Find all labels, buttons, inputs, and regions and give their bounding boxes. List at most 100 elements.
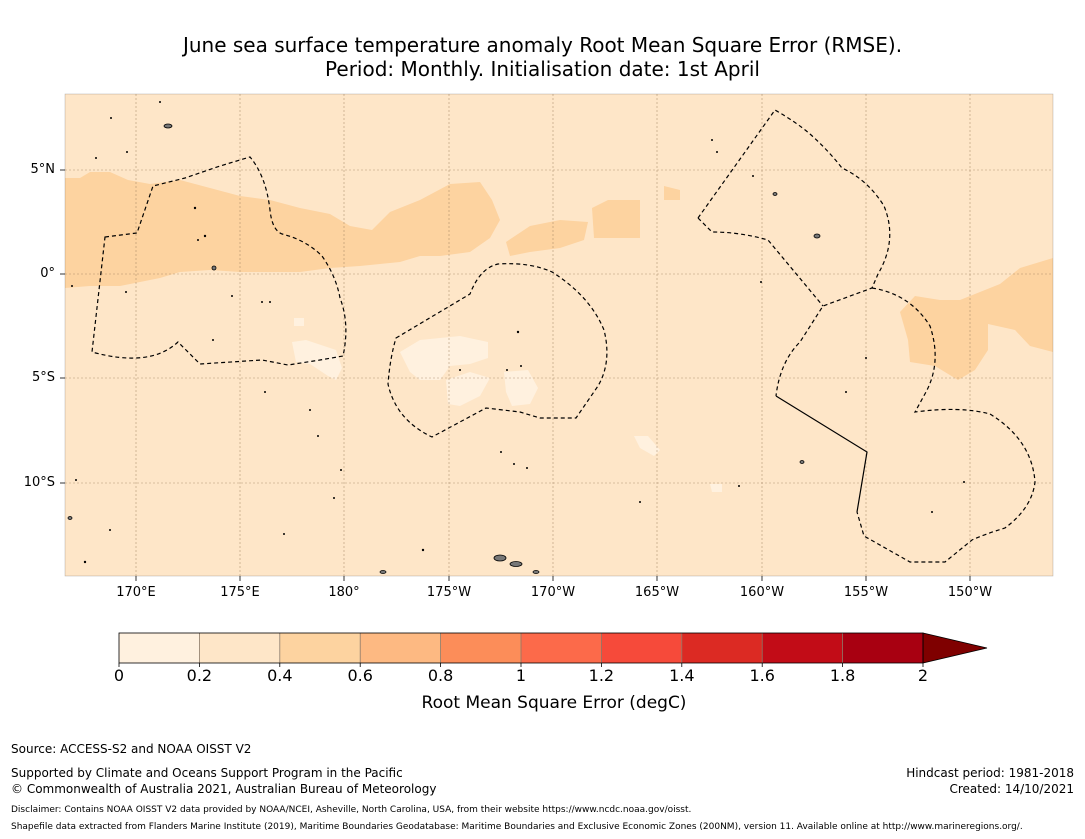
colorbar-segment	[842, 633, 924, 663]
islet-6	[197, 239, 199, 241]
islet-7	[231, 295, 233, 297]
eez-boundaries	[91, 109, 1036, 563]
islet-1	[95, 157, 97, 159]
light-patch-5	[634, 436, 660, 456]
support-text: Supported by Climate and Oceans Support …	[11, 766, 403, 780]
lon-label-170e: 170°E	[116, 585, 156, 600]
light-patch-7	[294, 318, 304, 326]
colorbar-segment	[360, 633, 442, 663]
colorbar-tick-label: 1.8	[829, 666, 856, 685]
map-gridlines	[65, 94, 1053, 576]
colorbar-tick-label: 1.6	[749, 666, 775, 685]
light-patch-6	[710, 484, 722, 492]
islet-27	[340, 469, 342, 471]
islet-24	[500, 451, 502, 453]
colorbar	[118, 632, 988, 667]
islet-22	[738, 485, 740, 487]
islet-34	[75, 479, 77, 481]
colorbar-segment	[440, 633, 522, 663]
colorbar-segment	[279, 633, 361, 663]
island-5	[799, 460, 805, 464]
island-10	[532, 570, 540, 574]
colorbar-segment	[199, 633, 281, 663]
islet-35	[71, 285, 73, 287]
light-patch-3	[504, 370, 538, 406]
map-frame	[64, 93, 1054, 577]
light-patch-2	[446, 372, 490, 406]
source-text: Source: ACCESS-S2 and NOAA OISST V2	[11, 742, 252, 756]
islet-12	[520, 365, 522, 367]
lon-label-150w: 150°W	[947, 585, 993, 600]
islet-23	[639, 501, 641, 503]
islet-32	[83, 560, 87, 564]
islet-31	[421, 548, 425, 552]
colorbar-tick-label: 0.2	[186, 666, 213, 685]
colorbar-tick-label: 1.2	[588, 666, 615, 685]
lon-label-165w: 165°W	[634, 585, 680, 600]
islet-15	[711, 139, 713, 141]
colorbar-label: Root Mean Square Error (degC)	[421, 693, 687, 713]
islet-25	[513, 463, 515, 465]
copyright-text: © Commonwealth of Australia 2021, Austra…	[11, 782, 437, 796]
colorbar-tick-label: 0.6	[347, 666, 373, 685]
light-patch-1	[400, 336, 488, 380]
island-2	[509, 561, 523, 567]
colorbar-segment	[762, 633, 844, 663]
eez-boundary-solid-segment	[775, 395, 868, 513]
lat-label-5s: 5°S	[31, 370, 55, 385]
islet-4	[193, 206, 197, 210]
islet-11	[516, 330, 520, 334]
islet-38	[333, 497, 335, 499]
lat-label-5n: 5°N	[30, 162, 56, 177]
island-4	[772, 192, 778, 196]
islets	[71, 101, 965, 564]
islet-8	[261, 301, 263, 303]
islands	[67, 123, 821, 574]
colorbar-tick-label: 2	[917, 666, 929, 685]
chart-title-line2: Period: Monthly. Initialisation date: 1s…	[325, 57, 760, 81]
eez-boundary-central	[387, 263, 608, 438]
central-patch-2	[592, 200, 640, 238]
islet-14	[459, 369, 461, 371]
island-7	[211, 265, 217, 271]
islet-13	[506, 369, 508, 371]
created-date-text: Created: 14/10/2021	[949, 782, 1074, 796]
islet-3	[126, 151, 128, 153]
islet-17	[716, 151, 718, 153]
eez-boundary-southeast	[856, 287, 1036, 563]
central-patch-3	[664, 186, 680, 200]
rmse-lower-regions	[292, 318, 722, 492]
east-patch	[900, 258, 1053, 380]
islet-40	[760, 281, 762, 283]
island-9	[379, 570, 387, 574]
lat-label-10s: 10°S	[23, 475, 55, 490]
central-patch-1	[506, 220, 588, 256]
islet-9	[269, 301, 271, 303]
islet-16	[752, 175, 754, 177]
island-6	[163, 123, 173, 129]
islet-30	[283, 533, 285, 535]
eez-boundary-west	[91, 156, 347, 366]
island-1	[493, 554, 507, 562]
islet-33	[109, 529, 111, 531]
hindcast-period-text: Hindcast period: 1981-2018	[906, 766, 1074, 780]
colorbar-tick-label: 1.4	[669, 666, 695, 685]
islet-28	[317, 435, 319, 437]
colorbar-extend-arrow	[922, 632, 988, 664]
islet-29	[309, 409, 311, 411]
islet-10	[212, 339, 214, 341]
colorbar-segment	[119, 633, 200, 663]
lon-label-180: 180°	[328, 585, 360, 600]
lon-label-175w: 175°W	[426, 585, 472, 600]
islet-19	[865, 357, 867, 359]
eez-boundary-northeast	[697, 109, 891, 397]
colorbar-segment	[601, 633, 683, 663]
colorbar-segment	[521, 633, 602, 663]
islet-5	[203, 234, 207, 238]
colorbar-tick-label: 0.8	[427, 666, 454, 685]
island-8	[67, 516, 73, 520]
rmse-higher-regions	[65, 172, 1053, 380]
lon-label-155w: 155°W	[843, 585, 889, 600]
map-ocean-background	[65, 94, 1053, 576]
